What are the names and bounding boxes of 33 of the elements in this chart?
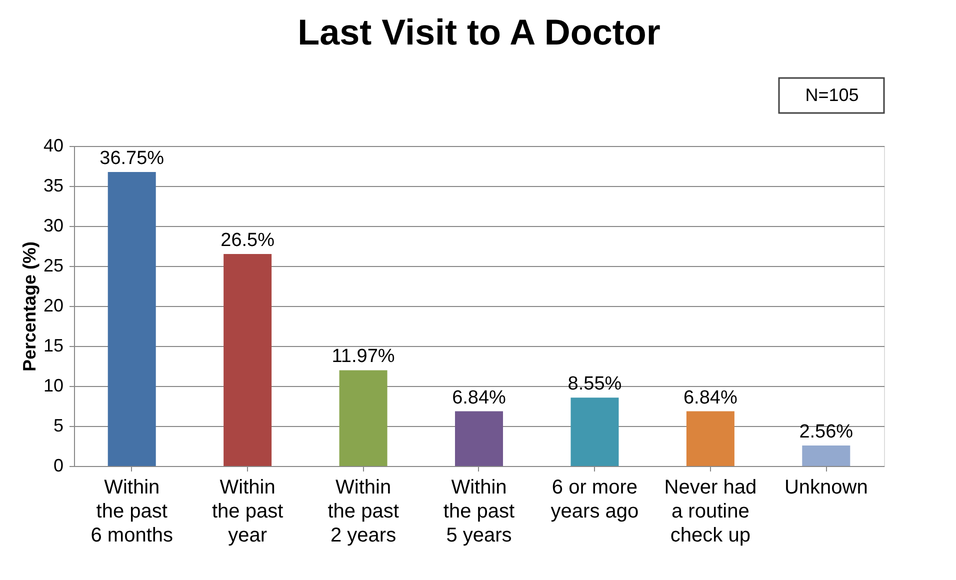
data-label: 11.97% xyxy=(332,346,395,368)
bar xyxy=(455,411,503,466)
x-tick-label: 6 or more years ago xyxy=(550,476,639,522)
y-tick-label: 5 xyxy=(53,416,64,436)
x-tick-label: Within the past 6 months xyxy=(90,476,173,546)
y-tick-label: 40 xyxy=(43,136,64,156)
y-tick-label: 10 xyxy=(43,376,64,396)
y-tick-label: 25 xyxy=(43,256,64,276)
bar xyxy=(108,172,156,466)
data-label: 2.56% xyxy=(799,422,854,443)
text: N=105 xyxy=(805,85,859,105)
y-tick-label: 35 xyxy=(43,176,64,196)
y-tick-label: 30 xyxy=(43,216,64,236)
bar xyxy=(686,411,734,466)
x-tick-label: Within the past year xyxy=(212,476,284,546)
x-tick-label: Never had a routine check up xyxy=(664,476,757,546)
data-label: 26.5% xyxy=(220,230,275,251)
y-tick-label: 20 xyxy=(43,296,64,316)
x-tick-label: Unknown xyxy=(784,476,868,498)
y-tick-label: 0 xyxy=(53,456,64,476)
bar xyxy=(339,370,388,466)
y-axis-title: Percentage (%) xyxy=(19,241,40,372)
data-label: 8.55% xyxy=(568,374,622,395)
data-label: 36.75% xyxy=(100,148,164,169)
chart-title: Last Visit to A Doctor xyxy=(298,11,660,52)
data-label: 6.84% xyxy=(683,387,738,408)
x-tick-label: Within the past 2 years xyxy=(328,476,400,546)
x-tick-label: Within the past 5 years xyxy=(443,476,516,546)
bar xyxy=(802,446,850,466)
bar xyxy=(224,254,272,466)
bar xyxy=(570,398,619,466)
data-label: 6.84% xyxy=(452,387,506,408)
y-tick-label: 15 xyxy=(43,336,64,356)
